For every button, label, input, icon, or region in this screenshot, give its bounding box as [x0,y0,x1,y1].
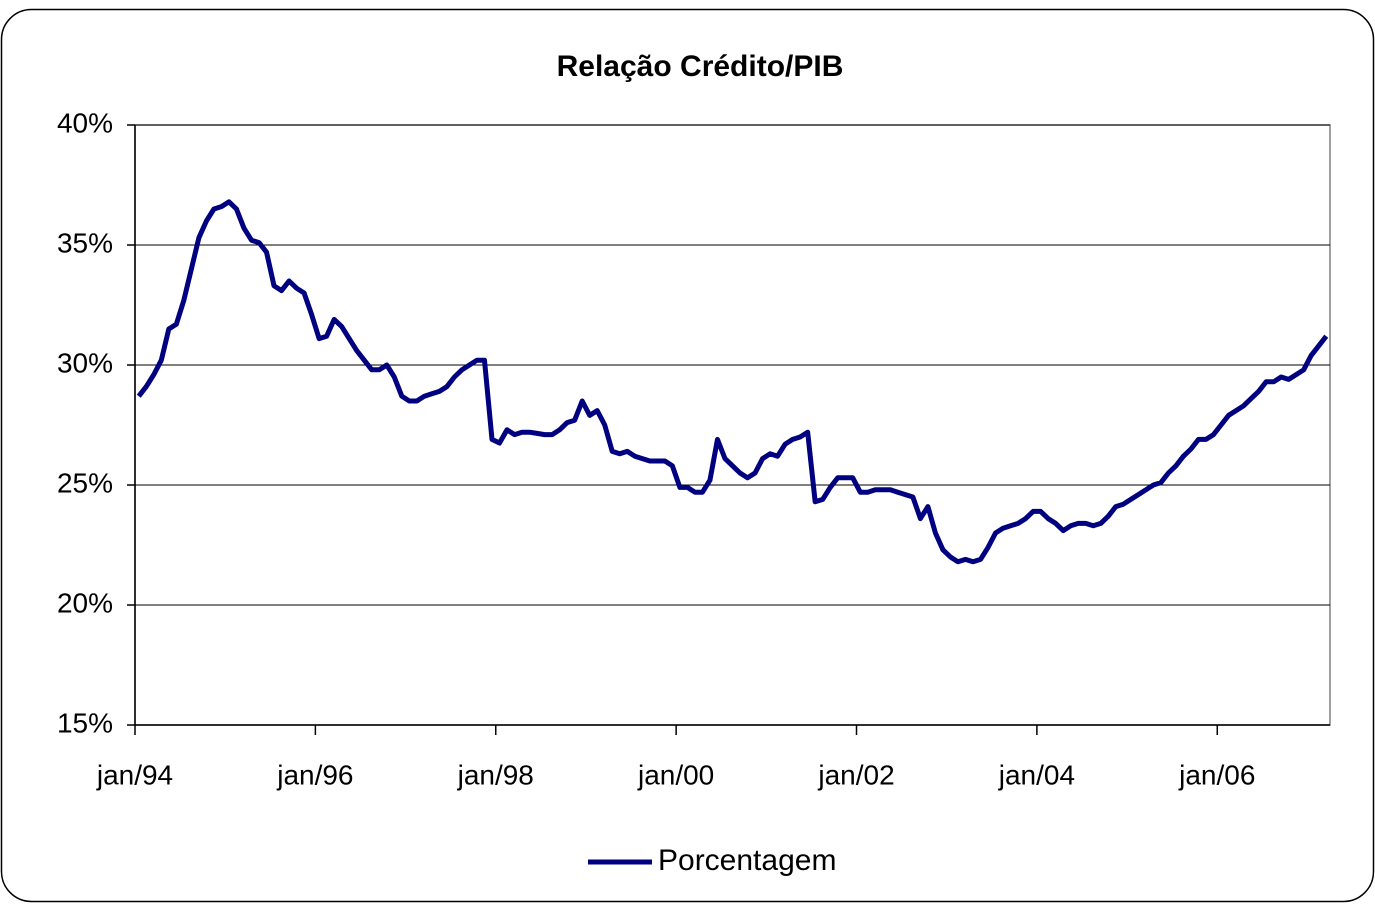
x-tick-label: jan/94 [96,759,173,790]
x-tick-label: jan/00 [637,759,714,790]
legend-label: Porcentagem [658,844,836,877]
x-tick-label: jan/96 [276,759,353,790]
x-tick-label: jan/98 [457,759,534,790]
x-tick-label: jan/02 [817,759,894,790]
chart-title: Relação Crédito/PIB [557,50,844,83]
data-line [136,199,1329,565]
y-tick-label: 20% [57,587,113,618]
y-tick-label: 30% [57,347,113,378]
y-tick-label: 35% [57,227,113,258]
y-tick-label: 40% [57,107,113,138]
y-tick-label: 15% [57,707,113,738]
plot-area [134,124,1331,726]
y-tick-label: 25% [57,467,113,498]
x-tick-label: jan/04 [998,759,1075,790]
x-tick-label: jan/06 [1178,759,1255,790]
